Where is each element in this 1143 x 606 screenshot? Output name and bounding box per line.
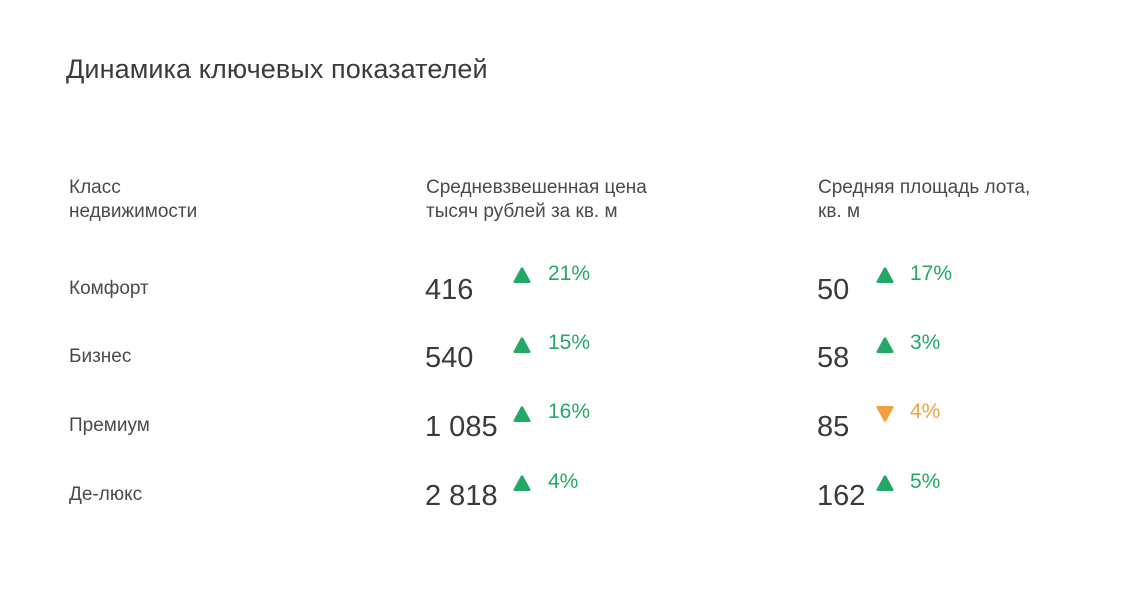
triangle-up-icon [876, 267, 894, 283]
area-change: 4% [910, 400, 941, 423]
area-value: 85 [817, 411, 850, 443]
area-value: 162 [817, 480, 866, 512]
page-title: Динамика ключевых показателей [66, 54, 488, 84]
area-change: 17% [910, 262, 953, 285]
header-class: Класс недвижимости [69, 177, 198, 222]
triangle-up-icon [513, 337, 531, 353]
row-label: Премиум [69, 415, 150, 436]
price-change: 4% [548, 470, 579, 493]
row-label: Комфорт [69, 278, 149, 299]
triangle-up-icon [876, 475, 894, 491]
area-value: 50 [817, 274, 850, 306]
area-value: 58 [817, 342, 850, 374]
header-price: Средневзвешенная цена тысяч рублей за кв… [426, 177, 647, 222]
price-change: 15% [548, 331, 591, 354]
triangle-up-icon [876, 337, 894, 353]
triangle-down-icon [876, 406, 894, 422]
price-change: 16% [548, 400, 591, 423]
area-change: 3% [910, 331, 941, 354]
price-value: 416 [425, 274, 474, 306]
price-value: 1 085 [425, 411, 498, 443]
header-area: Средняя площадь лота, кв. м [818, 177, 1031, 222]
triangle-up-icon [513, 267, 531, 283]
triangle-up-icon [513, 406, 531, 422]
price-value: 2 818 [425, 480, 498, 512]
row-label: Де-люкс [69, 484, 143, 505]
triangle-up-icon [513, 475, 531, 491]
row-label: Бизнес [69, 346, 132, 367]
price-value: 540 [425, 342, 474, 374]
price-change: 21% [548, 262, 591, 285]
area-change: 5% [910, 470, 941, 493]
